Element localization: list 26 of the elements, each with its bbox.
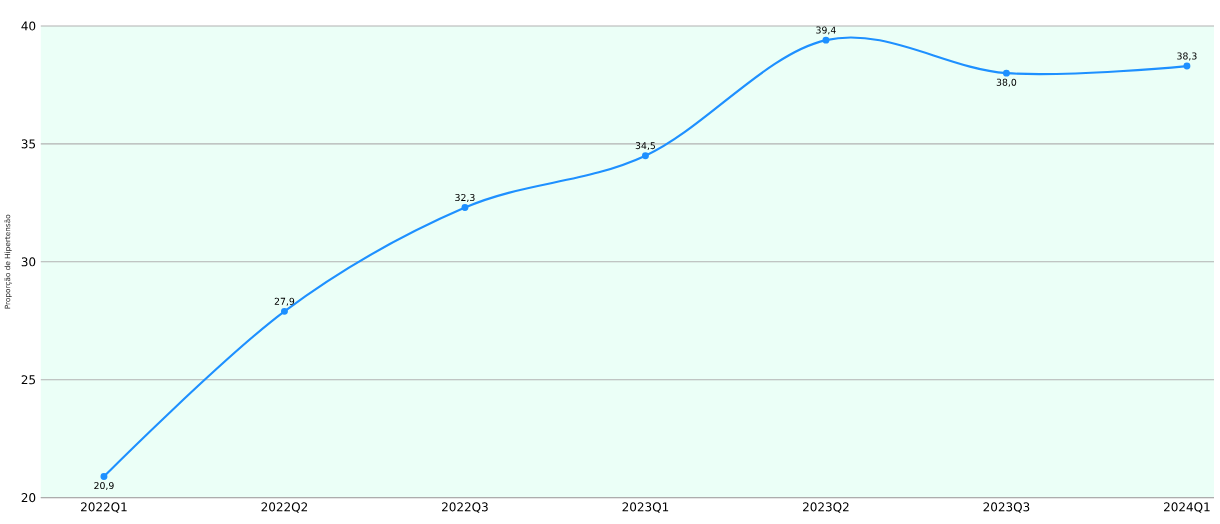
data-label: 38,3 bbox=[1177, 52, 1197, 61]
x-tick-label: 2023Q1 bbox=[622, 502, 669, 513]
point bbox=[1002, 69, 1010, 77]
data-label: 32,3 bbox=[455, 194, 475, 203]
data-label: 20,9 bbox=[94, 482, 114, 491]
x-tick-label: 2023Q2 bbox=[803, 502, 849, 513]
y-tick-label: 25 bbox=[21, 375, 36, 385]
point bbox=[280, 308, 288, 315]
x-tick-label: 2024Q1 bbox=[1164, 502, 1210, 513]
data-label: 34,5 bbox=[635, 142, 656, 151]
point bbox=[100, 473, 108, 481]
point bbox=[461, 204, 469, 212]
point bbox=[822, 36, 830, 44]
point bbox=[1183, 62, 1191, 70]
data-label: 39,4 bbox=[816, 26, 836, 35]
point bbox=[641, 152, 649, 160]
data-label: 38,0 bbox=[996, 78, 1017, 87]
data-label: 27,9 bbox=[274, 297, 295, 306]
x-tick-label: 2022Q3 bbox=[442, 502, 488, 513]
y-tick-label: 35 bbox=[21, 139, 36, 149]
x-tick-label: 2022Q1 bbox=[81, 502, 127, 513]
y-tick-label: 40 bbox=[21, 21, 36, 31]
x-tick-label: 2023Q3 bbox=[983, 502, 1030, 513]
y-tick-label: 30 bbox=[21, 257, 36, 267]
y-tick-label: 20 bbox=[21, 493, 36, 503]
x-tick-label: 2022Q2 bbox=[261, 502, 308, 513]
